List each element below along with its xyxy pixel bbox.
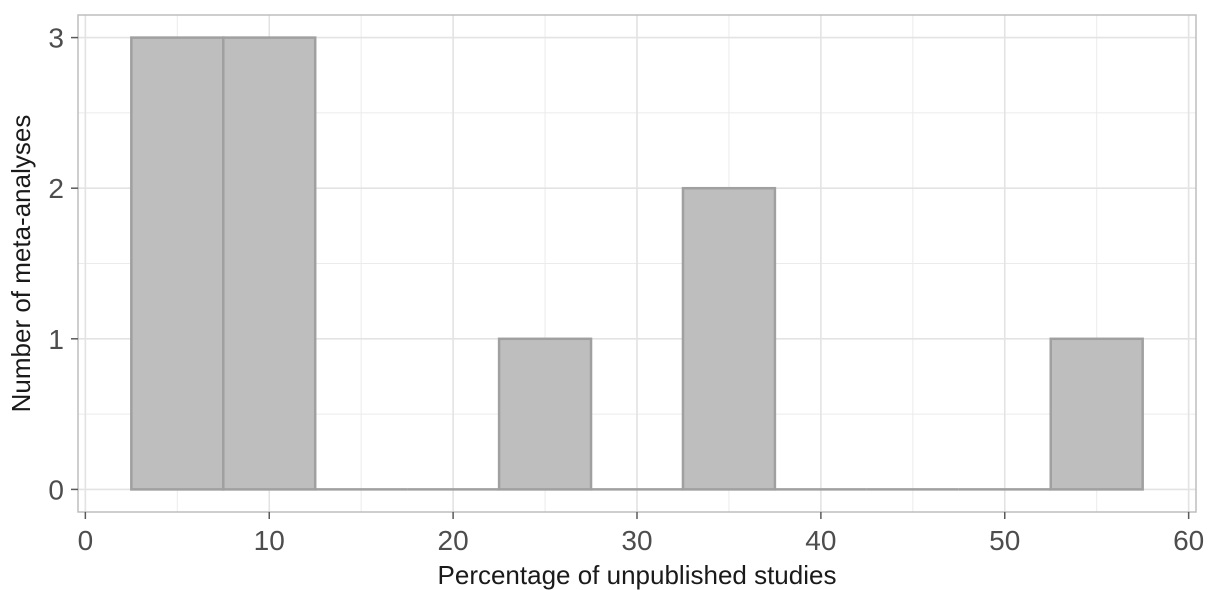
x-axis-title: Percentage of unpublished studies bbox=[438, 560, 837, 590]
histogram-bars bbox=[130, 36, 1144, 491]
x-tick-label: 50 bbox=[989, 525, 1020, 556]
histogram-bar bbox=[497, 337, 593, 491]
histogram-bar bbox=[1049, 337, 1144, 491]
y-tick-label: 2 bbox=[48, 173, 64, 204]
histogram-bar bbox=[222, 36, 317, 491]
y-axis-title: Number of meta-analyses bbox=[6, 115, 36, 413]
x-tick-label: 30 bbox=[621, 525, 652, 556]
x-tick-label: 60 bbox=[1173, 525, 1204, 556]
x-tick-label: 40 bbox=[805, 525, 836, 556]
y-tick-label: 1 bbox=[48, 324, 64, 355]
histogram-bar bbox=[681, 186, 777, 491]
y-tick-label: 3 bbox=[48, 23, 64, 54]
y-axis: 0 1 2 3 bbox=[48, 23, 78, 505]
x-tick-label: 10 bbox=[254, 525, 285, 556]
x-tick-label: 0 bbox=[78, 525, 94, 556]
y-tick-label: 0 bbox=[48, 474, 64, 505]
x-axis: 0 10 20 30 40 50 60 bbox=[78, 512, 1204, 556]
histogram-bar bbox=[130, 36, 225, 491]
x-tick-label: 20 bbox=[438, 525, 469, 556]
